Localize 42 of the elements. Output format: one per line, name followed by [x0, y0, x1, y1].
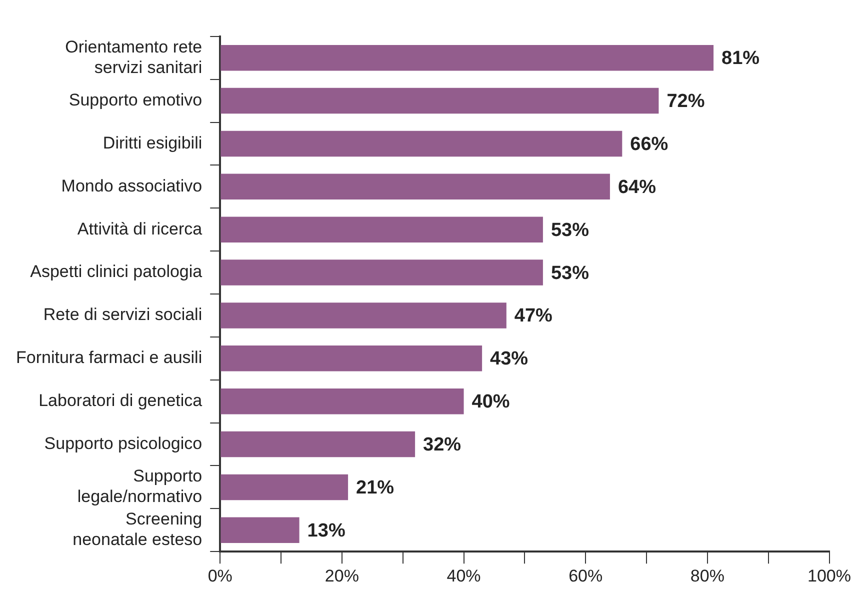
bar	[220, 44, 714, 71]
y-tick-label: Screening neonatale esteso	[72, 510, 202, 550]
x-tick-label: 80%	[690, 566, 724, 586]
data-label: 81%	[722, 48, 760, 70]
y-tick-label: Aspetti clinici patologia	[30, 262, 203, 282]
bar	[220, 388, 464, 414]
bar	[220, 216, 543, 242]
x-tick-label: 40%	[446, 566, 481, 586]
bar	[220, 517, 300, 544]
data-label: 53%	[550, 220, 590, 241]
y-tick-label: Diritti esigibili	[102, 133, 202, 152]
data-label: 40%	[472, 392, 510, 413]
bar	[220, 130, 622, 157]
bar	[220, 431, 416, 458]
data-label: 72%	[666, 91, 705, 112]
y-tick-label: Supporto psicologico	[44, 434, 202, 453]
bar	[220, 474, 348, 500]
x-tick-label: 60%	[568, 566, 603, 586]
data-label: 66%	[630, 134, 668, 155]
data-label: 64%	[618, 176, 656, 198]
y-tick-label: Supporto emotivo	[68, 90, 202, 110]
y-tick-label: Attività di ricerca	[77, 219, 203, 238]
data-label: 53%	[550, 262, 590, 284]
y-tick-label: Mondo associativo	[61, 176, 202, 196]
x-tick-label: 20%	[324, 566, 359, 586]
y-tick-label: Fornitura farmaci e ausili	[16, 348, 202, 368]
y-tick-label: Rete di servizi sociali	[43, 305, 202, 324]
bar	[220, 88, 659, 114]
bar	[220, 346, 482, 372]
data-label: 13%	[307, 520, 346, 542]
x-tick-label: 0%	[208, 566, 232, 586]
bar	[220, 174, 610, 200]
data-label: 43%	[490, 348, 528, 370]
y-tick-label: Laboratori di genetica	[38, 391, 203, 410]
bar	[220, 302, 506, 328]
bar	[220, 260, 543, 286]
y-tick-label: Orientamento rete servizi sanitari	[65, 37, 202, 77]
x-tick-label: 100%	[808, 566, 851, 586]
data-label: 32%	[423, 434, 462, 456]
y-tick-label: Supporto legale/normativo	[77, 466, 202, 506]
data-label: 47%	[514, 306, 553, 327]
data-label: 21%	[356, 477, 394, 498]
